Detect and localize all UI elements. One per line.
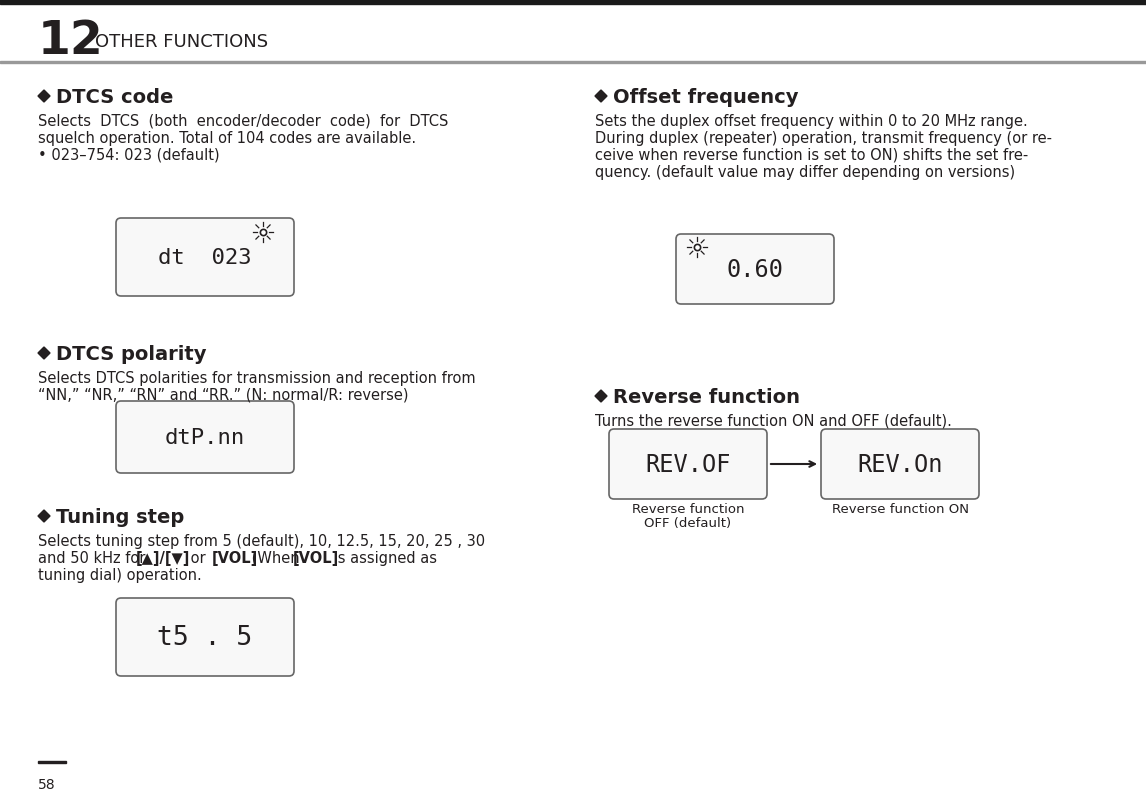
Text: [▲]/[▼]: [▲]/[▼]: [135, 550, 190, 565]
Text: 58: 58: [38, 777, 56, 791]
Text: t5 . 5: t5 . 5: [157, 624, 252, 650]
FancyBboxPatch shape: [116, 598, 295, 676]
Polygon shape: [38, 91, 50, 103]
Text: [VOL]: [VOL]: [293, 550, 339, 565]
Bar: [38, 761, 66, 763]
Text: DTCS polarity: DTCS polarity: [56, 345, 206, 363]
Polygon shape: [595, 91, 607, 103]
Text: dtP.nn: dtP.nn: [165, 427, 245, 448]
Text: and 50 kHz for: and 50 kHz for: [38, 550, 150, 565]
Text: REV.On: REV.On: [857, 452, 943, 476]
Text: (When: (When: [248, 550, 305, 565]
Text: quency. (default value may differ depending on versions): quency. (default value may differ depend…: [595, 164, 1015, 180]
Text: [VOL]: [VOL]: [212, 550, 258, 565]
Text: Reverse function: Reverse function: [631, 502, 744, 516]
Text: dt  023: dt 023: [158, 248, 252, 268]
Text: REV.OF: REV.OF: [645, 452, 731, 476]
Text: Tuning step: Tuning step: [56, 508, 185, 526]
Text: 0.60: 0.60: [727, 257, 784, 282]
Text: or: or: [186, 550, 210, 565]
Text: Selects tuning step from 5 (default), 10, 12.5, 15, 20, 25 , 30: Selects tuning step from 5 (default), 10…: [38, 533, 485, 549]
Text: • 023–754: 023 (default): • 023–754: 023 (default): [38, 148, 220, 163]
Text: squelch operation. Total of 104 codes are available.: squelch operation. Total of 104 codes ar…: [38, 131, 416, 146]
Text: Sets the duplex offset frequency within 0 to 20 MHz range.: Sets the duplex offset frequency within …: [595, 114, 1028, 129]
Text: tuning dial) operation.: tuning dial) operation.: [38, 567, 202, 582]
Text: Turns the reverse function ON and OFF (default).: Turns the reverse function ON and OFF (d…: [595, 414, 952, 428]
Text: Selects DTCS polarities for transmission and reception from: Selects DTCS polarities for transmission…: [38, 371, 476, 386]
Text: ceive when reverse function is set to ON) shifts the set fre-: ceive when reverse function is set to ON…: [595, 148, 1028, 163]
Text: Reverse function ON: Reverse function ON: [832, 502, 968, 516]
Text: Selects  DTCS  (both  encoder/decoder  code)  for  DTCS: Selects DTCS (both encoder/decoder code)…: [38, 114, 448, 129]
FancyBboxPatch shape: [821, 429, 979, 500]
Text: Reverse function: Reverse function: [613, 387, 800, 407]
Text: Offset frequency: Offset frequency: [613, 88, 799, 107]
Polygon shape: [38, 347, 50, 359]
Bar: [0, 62, 1146, 63]
FancyBboxPatch shape: [116, 402, 295, 473]
Text: OTHER FUNCTIONS: OTHER FUNCTIONS: [95, 33, 268, 51]
FancyBboxPatch shape: [609, 429, 767, 500]
Polygon shape: [595, 391, 607, 403]
FancyBboxPatch shape: [116, 219, 295, 297]
FancyBboxPatch shape: [676, 235, 834, 305]
Text: is assigned as: is assigned as: [329, 550, 437, 565]
Text: “NN,” “NR,” “RN” and “RR.” (N: normal/R: reverse): “NN,” “NR,” “RN” and “RR.” (N: normal/R:…: [38, 387, 408, 403]
Text: During duplex (repeater) operation, transmit frequency (or re-: During duplex (repeater) operation, tran…: [595, 131, 1052, 146]
Bar: [0, 0, 1146, 5]
Text: 12: 12: [38, 19, 104, 64]
Text: DTCS code: DTCS code: [56, 88, 173, 107]
Text: OFF (default): OFF (default): [644, 516, 731, 529]
Polygon shape: [38, 510, 50, 522]
